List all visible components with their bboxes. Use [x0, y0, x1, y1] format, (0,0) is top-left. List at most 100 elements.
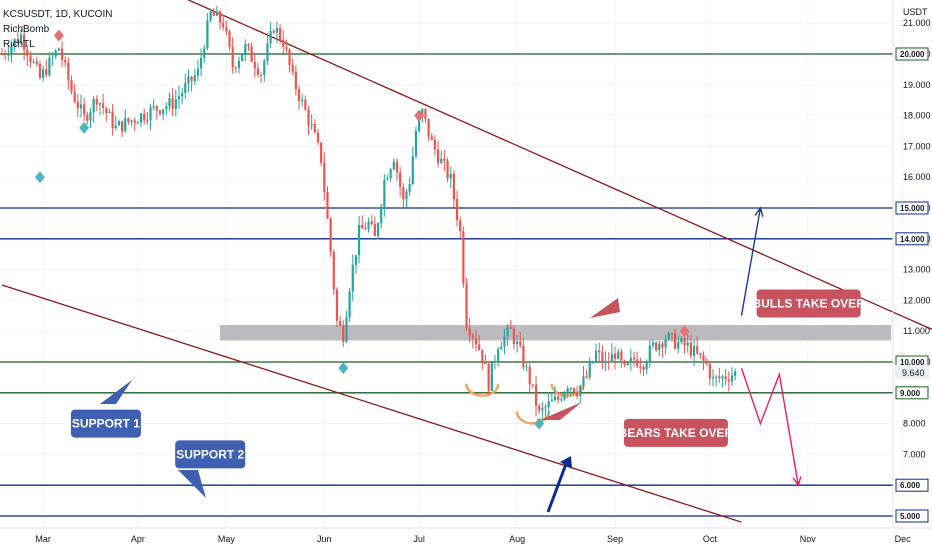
candle-body: [414, 131, 418, 157]
callout-box: [623, 418, 728, 447]
teal-diamond-marker: [34, 171, 45, 184]
candle-body: [16, 39, 19, 43]
callout-bears-take-over: BEARS TAKE OVER: [540, 402, 733, 447]
candle-body: [64, 59, 67, 63]
candle-body: [345, 317, 348, 342]
candle-body: [528, 366, 531, 385]
candle-body: [54, 50, 57, 57]
candle-body: [395, 161, 399, 173]
candle-body: [544, 407, 547, 409]
candle-body: [209, 11, 212, 21]
candle-body: [509, 327, 512, 329]
candle-body: [10, 46, 13, 55]
teal-diamond-marker: [79, 121, 90, 134]
price-tick-label: 16.000: [903, 172, 931, 182]
candle-body: [440, 158, 443, 164]
candle-body: [724, 376, 727, 380]
teal-diamond-marker: [534, 417, 545, 430]
candle-body: [645, 362, 648, 370]
red-diamond-marker: [53, 29, 64, 42]
candle-body: [228, 31, 231, 47]
callout-box: [175, 440, 246, 469]
candle-body: [670, 333, 674, 335]
red-diamond-marker: [414, 109, 425, 122]
horizontal-levels: [0, 53, 893, 517]
callout-bulls-take-over: BULLS TAKE OVER: [590, 289, 865, 318]
candle-body: [79, 104, 83, 109]
callout-tail: [178, 470, 206, 498]
candle-body: [19, 34, 23, 43]
candle-body: [534, 384, 538, 406]
candle-body: [572, 388, 576, 393]
candle-body: [632, 357, 636, 360]
candle-body: [503, 336, 506, 347]
candle-body: [269, 30, 272, 44]
candle-body: [244, 44, 247, 56]
candle-body: [263, 61, 266, 75]
candle-body: [639, 366, 642, 368]
candle-body: [392, 161, 395, 170]
candle-body: [538, 405, 541, 411]
cup-arc: [465, 383, 500, 397]
time-tick-label: Jul: [413, 534, 425, 544]
candle-body: [424, 109, 427, 119]
candle-body: [607, 361, 610, 363]
candle-body: [677, 342, 680, 349]
candle-body: [253, 61, 256, 69]
candle-body: [525, 366, 528, 368]
candle-body: [162, 109, 165, 114]
candle-body: [427, 118, 430, 137]
candle-body: [402, 187, 405, 200]
callout-text: SUPPORT 1: [72, 417, 140, 431]
candle-body: [234, 67, 237, 69]
candle-body: [225, 27, 228, 32]
time-tick-label: Apr: [131, 534, 145, 544]
level-label-box: [895, 201, 929, 215]
candle-body: [642, 366, 645, 370]
candle-body: [0, 54, 4, 55]
current-price-value: 9.640: [902, 368, 925, 378]
candle-body: [522, 345, 525, 367]
candle-body: [468, 328, 471, 336]
candle-body: [187, 76, 190, 84]
candle-body: [730, 375, 734, 382]
red-diamond-marker: [679, 325, 690, 338]
candle-body: [557, 396, 560, 400]
candle-body: [471, 335, 474, 339]
bullish-arrow-head: [560, 456, 572, 469]
candle-body: [218, 11, 222, 23]
candle-body: [60, 48, 64, 60]
trendline: [186, 0, 932, 331]
candle-body: [313, 124, 316, 133]
candle-body: [38, 63, 42, 78]
candle-body: [326, 191, 329, 219]
level-label: 14.000: [895, 232, 929, 246]
candle-body: [550, 400, 553, 402]
candle-body: [256, 68, 260, 75]
candle-body: [708, 364, 711, 379]
candle-body: [174, 99, 177, 110]
candle-body: [560, 399, 563, 401]
cup-arc: [515, 411, 551, 425]
candle-body: [421, 109, 424, 118]
time-tick-label: Aug: [509, 534, 525, 544]
price-tick-label: 21.000: [903, 18, 931, 28]
candle-body: [146, 120, 149, 122]
candle-body: [399, 172, 402, 188]
candle-body: [408, 184, 411, 192]
candle-body: [705, 360, 708, 365]
candle-body: [547, 401, 550, 408]
candle-body: [285, 46, 288, 50]
candle-body: [98, 103, 102, 105]
candle-body: [92, 98, 95, 113]
candle-body: [588, 362, 591, 378]
level-label-box: [895, 232, 929, 246]
chart-header: KCSUSDT, 1D, KUCOIN RichBomb RichTL: [3, 9, 112, 50]
candle-body: [13, 39, 16, 47]
callout-tail: [100, 380, 132, 404]
candle-body: [301, 99, 304, 101]
candle-body: [320, 142, 323, 163]
callout-support-1: SUPPORT 1: [70, 380, 141, 438]
price-tick-label: 8.000: [903, 419, 926, 429]
